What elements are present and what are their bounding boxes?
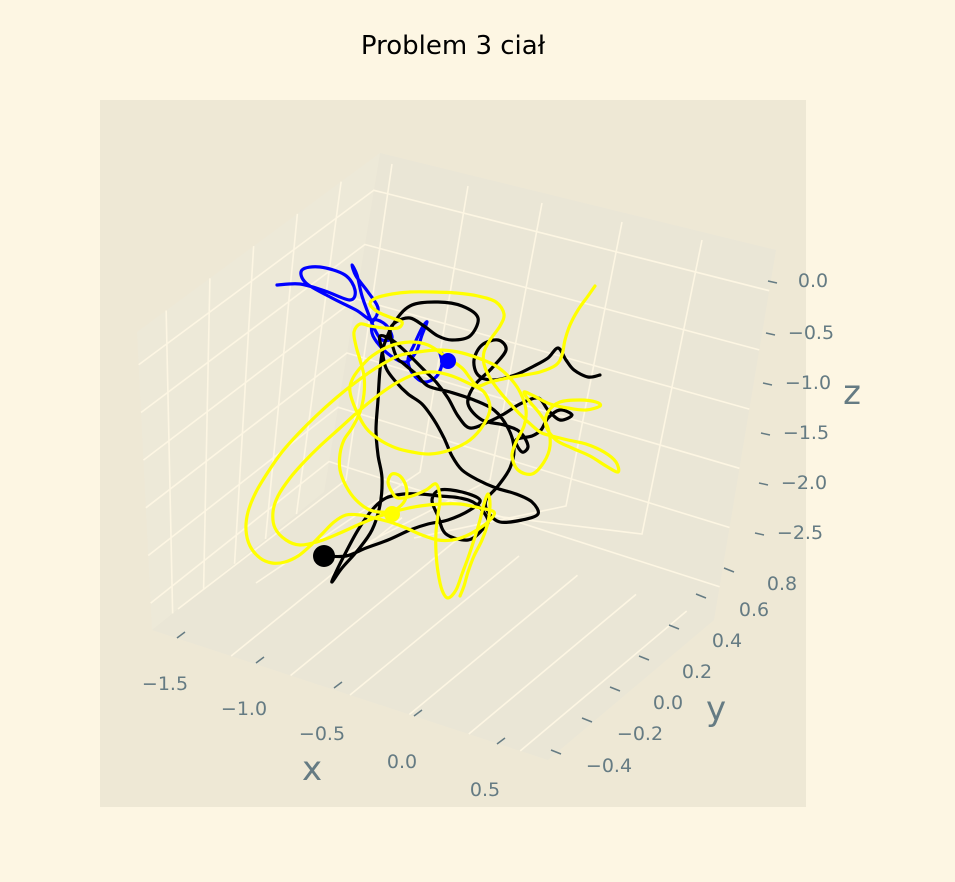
- y-axis-label: y: [706, 689, 726, 729]
- y-tick-label: −0.4: [586, 755, 632, 777]
- series-yellow-trajectory: [244, 284, 621, 600]
- x-grid-line: [333, 202, 543, 561]
- z-tick-mark: [760, 432, 771, 436]
- x-tick-mark: [413, 709, 423, 717]
- y-grid-line: [230, 516, 403, 657]
- z-grid-line: [147, 406, 730, 557]
- x-axis-label: x: [302, 749, 322, 789]
- z-tick-label: −0.5: [788, 322, 834, 344]
- y-grid-line: [264, 213, 299, 539]
- series-blue-marker: [440, 353, 456, 369]
- y-tick-label: 0.0: [653, 692, 683, 714]
- z-tick-label: −2.5: [777, 522, 823, 544]
- y-grid-line: [468, 593, 637, 735]
- x-tick-mark: [496, 737, 506, 745]
- x-tick-mark: [333, 681, 343, 689]
- y-grid-line: [408, 574, 579, 716]
- x-tick-label: −1.5: [142, 673, 188, 695]
- x-tick-mark: [176, 631, 186, 639]
- x-grid-line: [493, 239, 703, 535]
- z-tick-mark: [762, 382, 773, 386]
- y-tick-mark: [723, 567, 735, 573]
- y-tick-mark: [695, 593, 707, 599]
- tick-layer: −1.5 −1.0 −0.5 0.0 0.5 −0.4 −0.2 0.0 0.20.4 0.6 0.…: [142, 270, 834, 801]
- left-pane: [137, 153, 380, 630]
- y-tick-label: −0.2: [617, 723, 663, 745]
- z-tick-label: −2.0: [781, 472, 827, 494]
- y-grid-line: [519, 610, 688, 752]
- z-tick-mark: [765, 332, 776, 336]
- x-tick-label: −0.5: [299, 723, 345, 745]
- y-grid-line: [165, 310, 174, 614]
- y-tick-mark: [668, 624, 680, 630]
- x-grid-line: [413, 221, 623, 539]
- y-grid-line: [349, 555, 520, 696]
- grid-layer: [138, 163, 770, 752]
- y-tick-label: 0.6: [739, 599, 769, 621]
- z-tick-label: −1.0: [785, 372, 831, 394]
- z-axis-label: z: [843, 373, 861, 413]
- z-grid-line: [140, 243, 760, 414]
- z-tick-label: −1.5: [783, 422, 829, 444]
- y-grid-line: [290, 536, 462, 677]
- z-tick-mark: [767, 280, 778, 284]
- z-tick-label: 0.0: [798, 270, 828, 292]
- x-tick-label: 0.5: [470, 779, 500, 801]
- y-grid-line: [233, 246, 255, 564]
- chart-title: Problem 3 ciał: [361, 31, 546, 61]
- z-grid-line: [150, 460, 720, 604]
- y-grid-line: [295, 181, 342, 515]
- x-tick-label: −1.0: [221, 698, 267, 720]
- series-layer: [244, 263, 621, 600]
- y-tick-mark: [550, 749, 562, 755]
- z-grid-line: [142, 297, 750, 461]
- x-tick-label: 0.0: [387, 751, 417, 773]
- marker-layer: [313, 353, 456, 567]
- x-tick-mark: [255, 656, 265, 664]
- y-grid-line: [202, 278, 211, 589]
- y-tick-mark: [581, 717, 593, 723]
- y-tick-label: 0.8: [767, 573, 797, 595]
- y-tick-label: 0.2: [682, 661, 712, 683]
- y-tick-label: 0.4: [712, 630, 742, 652]
- z-grid-line: [138, 189, 770, 366]
- y-tick-mark: [609, 686, 621, 692]
- y-tick-mark: [638, 655, 650, 661]
- z-tick-mark: [758, 482, 769, 486]
- z-grid-line: [145, 352, 740, 509]
- series-black-marker: [313, 545, 335, 567]
- series-yellow-marker: [384, 506, 400, 522]
- x-grid-line: [177, 163, 393, 610]
- z-tick-mark: [754, 532, 765, 536]
